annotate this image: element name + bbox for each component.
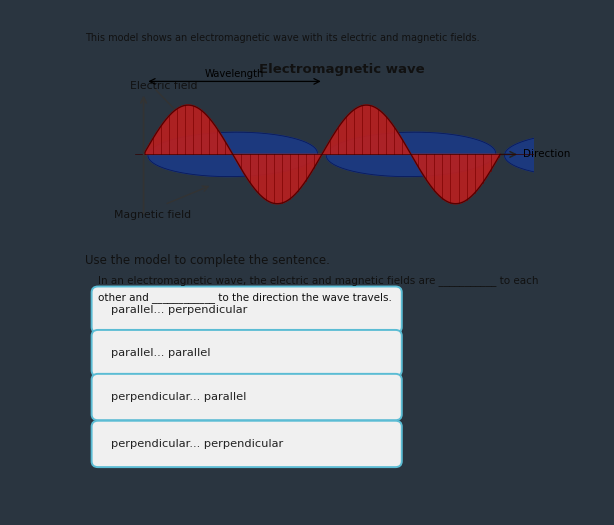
Polygon shape [326,132,495,176]
Text: perpendicular... perpendicular: perpendicular... perpendicular [111,439,284,449]
Text: Wavelength: Wavelength [205,69,264,79]
Text: Direction: Direction [523,150,570,160]
Polygon shape [505,132,614,176]
Text: parallel... perpendicular: parallel... perpendicular [111,304,247,314]
Polygon shape [148,132,317,176]
Text: Electric field: Electric field [130,81,197,91]
Text: Magnetic field: Magnetic field [114,209,191,219]
Text: In an electromagnetic wave, the electric and magnetic fields are ___________ to : In an electromagnetic wave, the electric… [98,275,538,286]
FancyBboxPatch shape [91,374,402,420]
FancyBboxPatch shape [91,330,402,376]
FancyBboxPatch shape [91,421,402,467]
Text: Electromagnetic wave: Electromagnetic wave [260,63,425,76]
Text: parallel... parallel: parallel... parallel [111,348,211,358]
FancyBboxPatch shape [91,287,402,333]
Text: other and ____________ to the direction the wave travels.: other and ____________ to the direction … [98,292,392,303]
Text: This model shows an electromagnetic wave with its electric and magnetic fields.: This model shows an electromagnetic wave… [85,34,480,44]
Text: Use the model to complete the sentence.: Use the model to complete the sentence. [85,254,330,267]
Text: perpendicular... parallel: perpendicular... parallel [111,392,247,402]
